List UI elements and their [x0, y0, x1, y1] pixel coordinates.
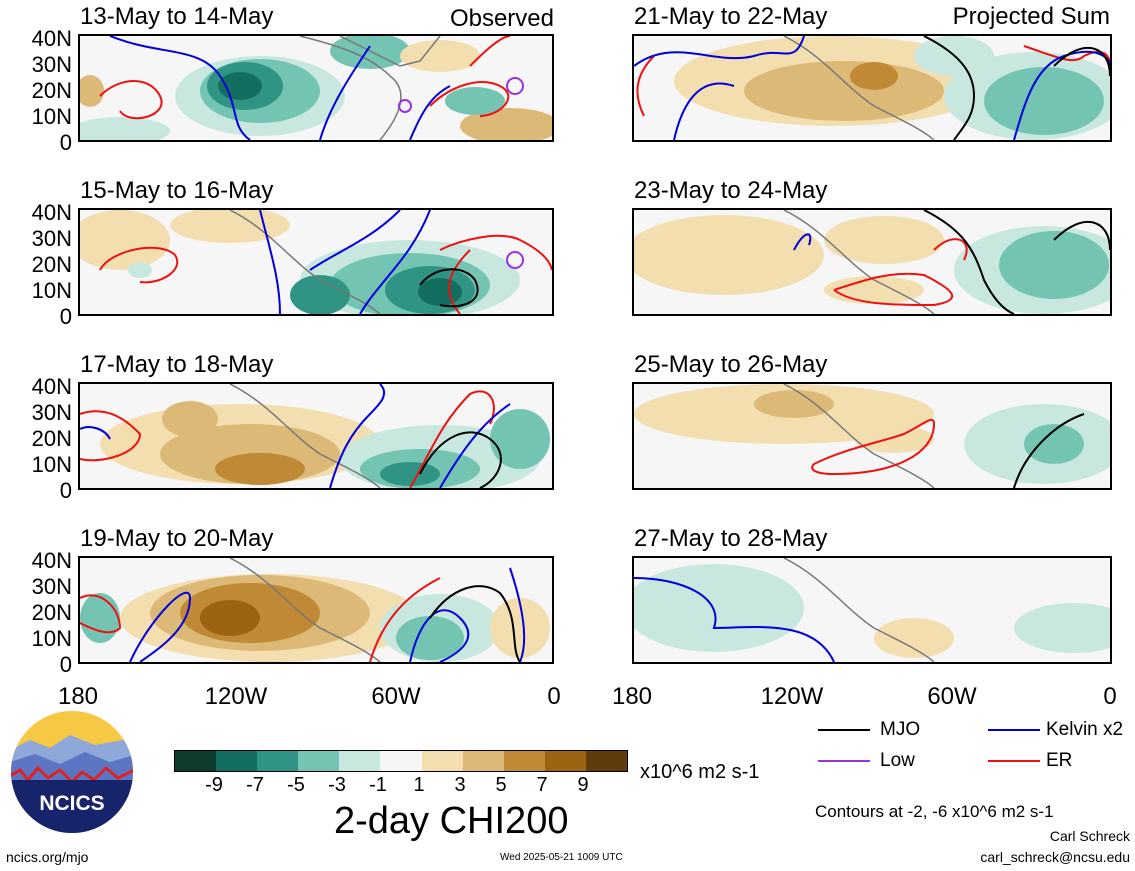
lon-label: 60W — [927, 683, 977, 710]
map-panel — [632, 34, 1112, 142]
legend-label-kelvin: Kelvin x2 — [1046, 719, 1124, 740]
colorbar-swatch — [298, 751, 340, 771]
lon-label: 0 — [547, 683, 561, 710]
panel-title: 21-May to 22-May — [634, 3, 828, 30]
panel-title: 23-May to 24-May — [634, 177, 828, 204]
anomaly-map — [634, 558, 1110, 662]
lat-label: 0 — [59, 304, 72, 329]
colorbar-swatch — [585, 751, 628, 771]
anomaly-map — [80, 384, 552, 488]
colorbar-tick: 1 — [413, 774, 425, 796]
lat-label: 30N — [31, 226, 72, 251]
colorbar-swatch — [421, 751, 463, 771]
colorbar-swatch — [503, 751, 545, 771]
timestamp: Wed 2025-05-21 1009 UTC — [500, 852, 623, 863]
colorbar-tick: -7 — [246, 774, 264, 796]
colorbar-swatch — [257, 751, 299, 771]
anomaly-map — [80, 558, 552, 662]
contours-note: Contours at -2, -6 x10^6 m2 s-1 — [815, 802, 1054, 821]
colorbar-tick: -1 — [369, 774, 387, 796]
colorbar-swatch — [216, 751, 258, 771]
lat-label: 0 — [59, 130, 72, 155]
panel-title: 27-May to 28-May — [634, 525, 828, 552]
legend-line-er — [988, 760, 1040, 762]
colorbar-tick: 9 — [577, 774, 589, 796]
lat-label: 30N — [31, 400, 72, 425]
legend-line-mjo — [818, 729, 870, 731]
lon-label: 60W — [371, 683, 421, 710]
lat-label: 40N — [31, 200, 72, 225]
anomaly-map — [80, 36, 552, 140]
map-panel — [78, 208, 554, 316]
panel-title: 25-May to 26-May — [634, 351, 828, 378]
lat-label: 20N — [31, 426, 72, 451]
panel-title: 15-May to 16-May — [80, 177, 274, 204]
colorbar-swatch — [339, 751, 381, 771]
colorbar-title: 2-day CHI200 — [334, 800, 569, 842]
lat-label: 0 — [59, 478, 72, 503]
colorbar-units: x10^6 m2 s-1 — [640, 761, 760, 783]
map-panel — [78, 556, 554, 664]
lat-label: 10N — [31, 104, 72, 129]
lon-label: 120W — [760, 683, 824, 710]
colorbar-tick: -3 — [328, 774, 346, 796]
legend-line-kelvin — [988, 729, 1040, 731]
colorbar-swatch — [380, 751, 422, 771]
colorbar-tick: 5 — [495, 774, 507, 796]
map-panel — [632, 382, 1112, 490]
lat-label: 20N — [31, 600, 72, 625]
map-panel — [78, 382, 554, 490]
lat-label: 0 — [59, 652, 72, 677]
lat-label: 10N — [31, 452, 72, 477]
site-link[interactable]: ncics.org/mjo — [6, 849, 89, 865]
panel-corner-label: Observed — [449, 5, 554, 32]
lat-label: 20N — [31, 252, 72, 277]
map-panel — [78, 34, 554, 142]
legend-line-low — [818, 760, 870, 762]
logo-text: NCICS — [39, 792, 104, 815]
anomaly-map — [634, 384, 1110, 488]
lon-label: 120W — [204, 683, 268, 710]
panel-title: 17-May to 18-May — [80, 351, 274, 378]
lat-label: 10N — [31, 626, 72, 651]
lon-label: 0 — [1103, 683, 1117, 710]
colorbar-swatch — [462, 751, 504, 771]
lat-label: 30N — [31, 574, 72, 599]
map-panel — [632, 556, 1112, 664]
colorbar-tick: 7 — [536, 774, 548, 796]
legend-label-mjo: MJO — [880, 719, 921, 740]
panel-title: 19-May to 20-May — [80, 525, 274, 552]
anomaly-map — [634, 36, 1110, 140]
lon-label: 180 — [611, 683, 653, 710]
anomaly-map — [634, 210, 1110, 314]
panel-corner-label: Projected Sum — [952, 3, 1110, 30]
anomaly-map — [80, 210, 552, 314]
lat-label: 10N — [31, 278, 72, 303]
ncics-logo: NCICS — [10, 710, 134, 834]
lat-label: 20N — [31, 78, 72, 103]
author-name: Carl Schreck — [1049, 828, 1130, 844]
panel-title: 13-May to 14-May — [80, 3, 274, 30]
colorbar-tick: -5 — [287, 774, 305, 796]
lat-label: 40N — [31, 548, 72, 573]
legend-label-low: Low — [880, 750, 915, 771]
colorbar — [174, 750, 628, 772]
lat-label: 40N — [31, 26, 72, 51]
lon-label: 180 — [57, 683, 99, 710]
lat-label: 40N — [31, 374, 72, 399]
colorbar-tick: -9 — [205, 774, 223, 796]
map-panel — [632, 208, 1112, 316]
colorbar-tick: 3 — [454, 774, 466, 796]
lat-label: 30N — [31, 52, 72, 77]
colorbar-swatch — [175, 751, 217, 771]
author-email[interactable]: carl_schreck@ncsu.edu — [980, 849, 1130, 865]
legend-label-er: ER — [1046, 750, 1073, 771]
colorbar-swatch — [544, 751, 586, 771]
